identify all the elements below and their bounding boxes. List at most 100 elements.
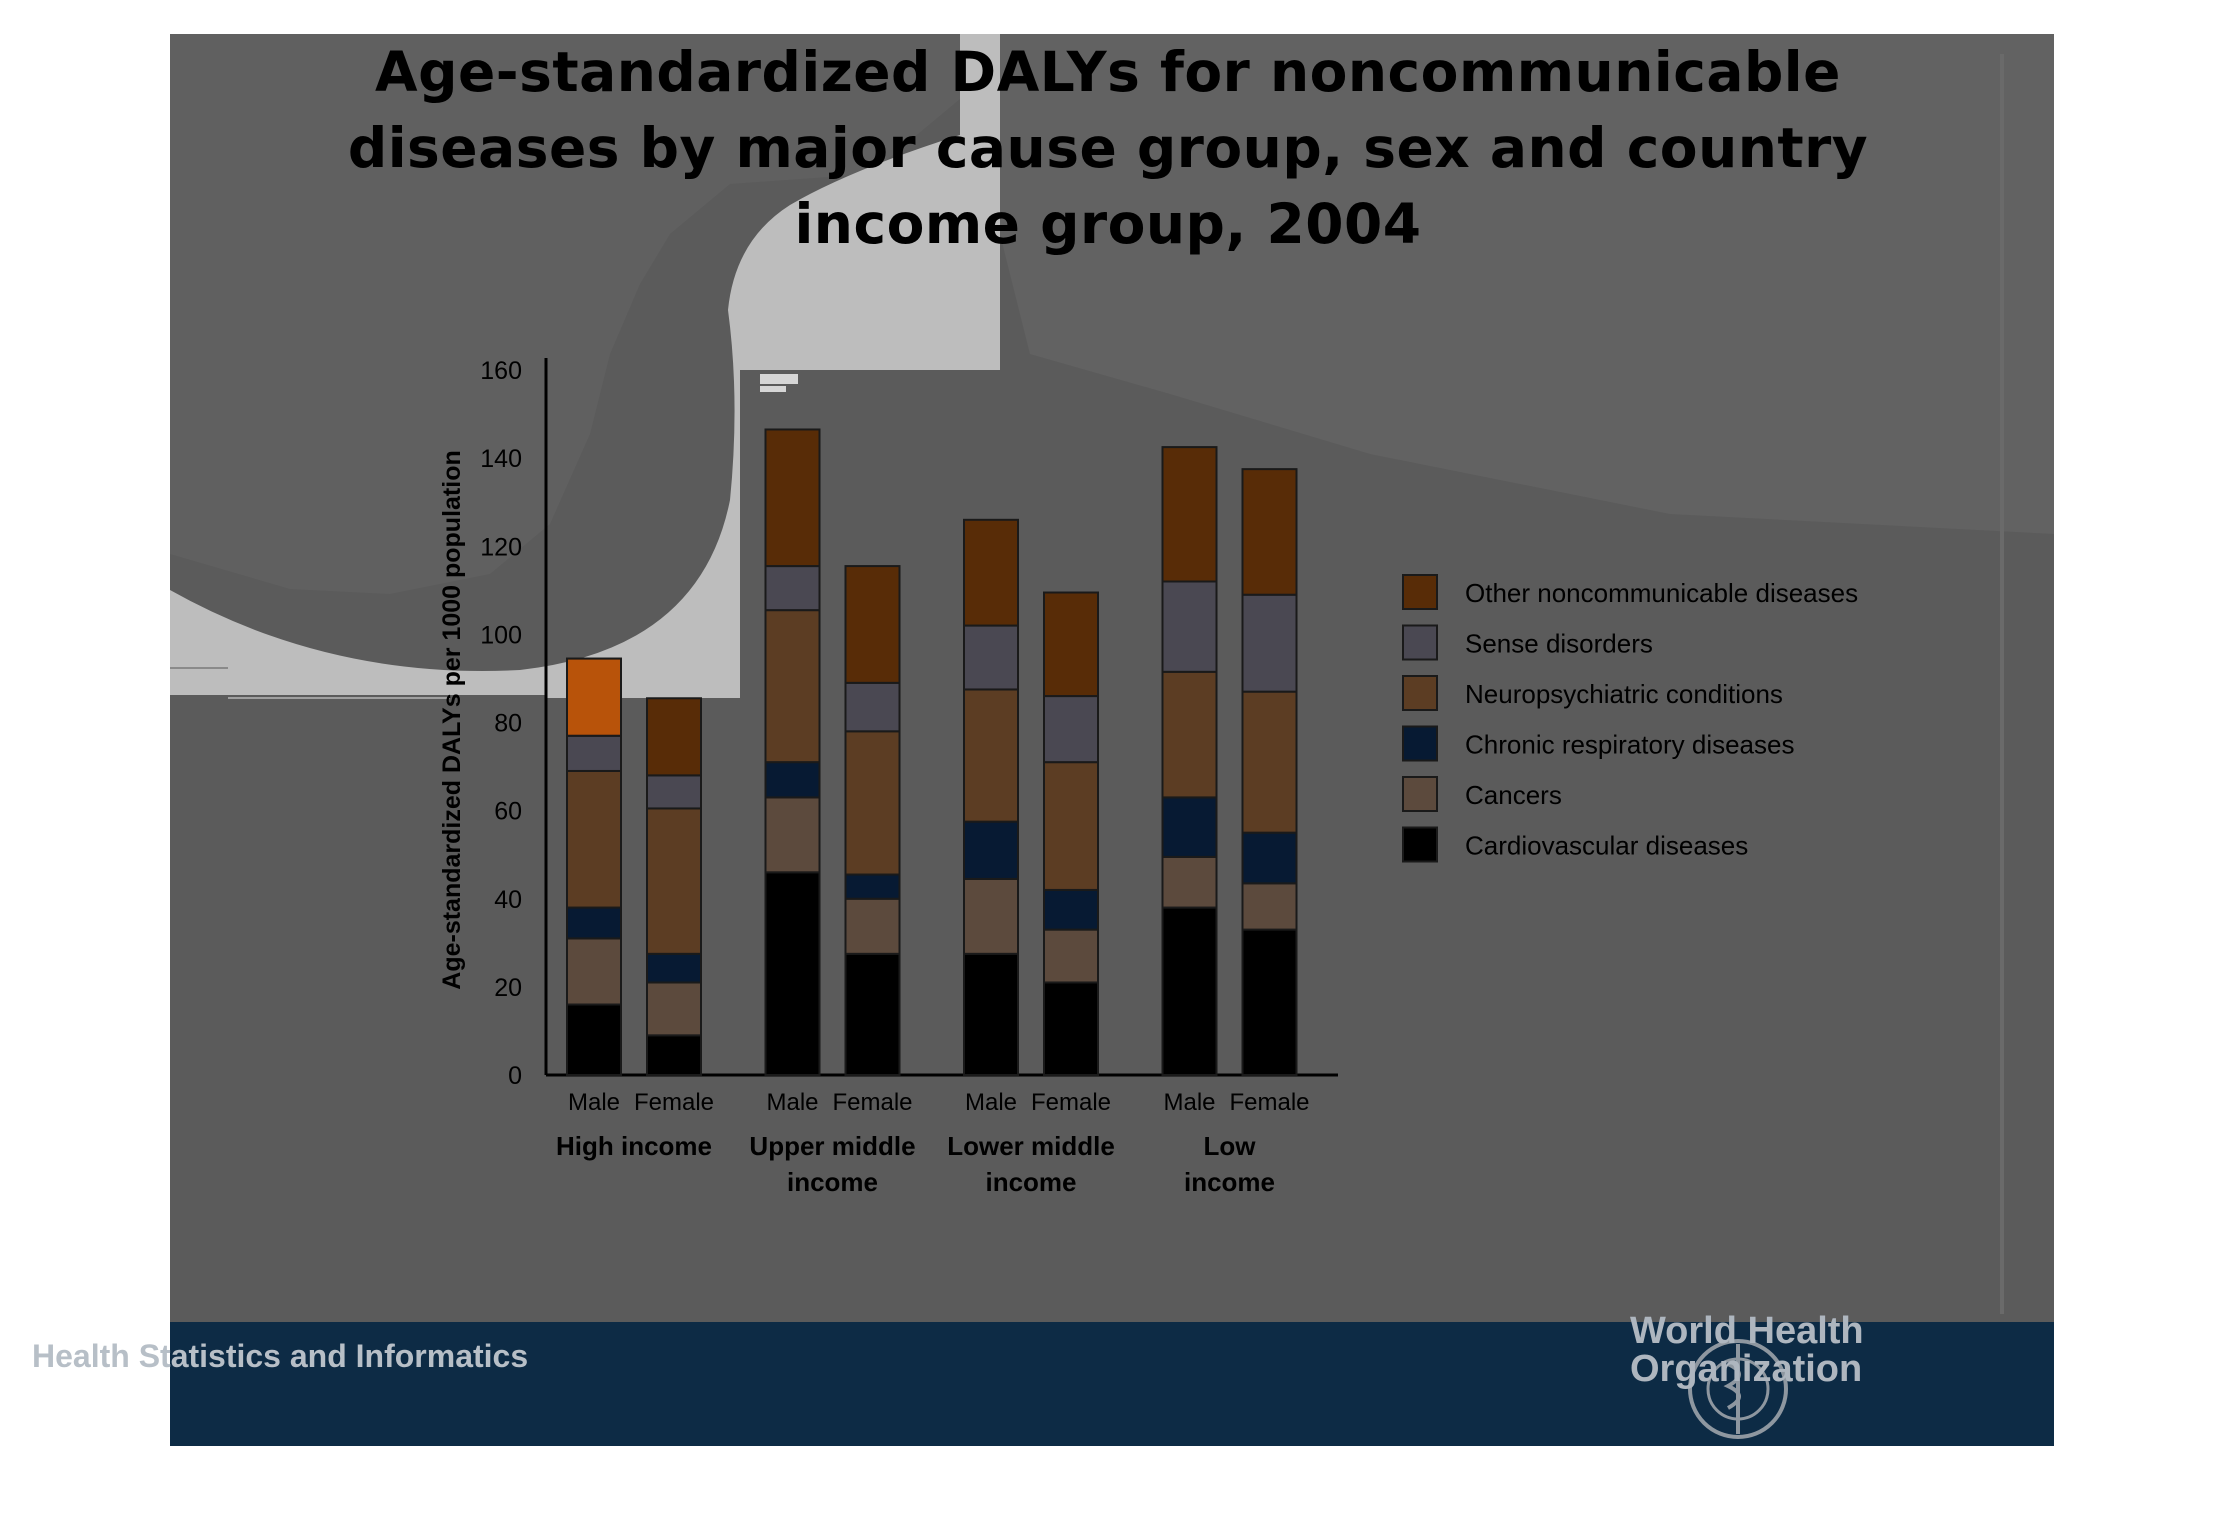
bar-segment bbox=[764, 761, 821, 799]
legend-swatch bbox=[1402, 624, 1438, 661]
bar-segment bbox=[844, 681, 901, 733]
legend-swatch bbox=[1402, 725, 1438, 762]
x-sex-label: Female bbox=[1031, 1089, 1111, 1116]
bar-segment bbox=[963, 518, 1019, 627]
bar-segment bbox=[1161, 796, 1218, 858]
x-sex-label: Male bbox=[766, 1089, 818, 1116]
bar-segment bbox=[646, 1034, 702, 1076]
bar-segment bbox=[1161, 446, 1218, 583]
bar-segment bbox=[764, 609, 821, 764]
bar-segment bbox=[1161, 670, 1218, 799]
x-group-label: income bbox=[985, 1167, 1076, 1197]
who-wordmark-line-1: World Health bbox=[1630, 1310, 1864, 1352]
highlight-tick-mark-2 bbox=[760, 386, 786, 392]
legend-swatch bbox=[1402, 675, 1438, 711]
footer-left-text: Health Statistics and Informatics bbox=[32, 1338, 529, 1374]
x-group-label: Lower middle bbox=[947, 1131, 1115, 1161]
bar-segment bbox=[646, 807, 702, 955]
bar-segment bbox=[1241, 831, 1298, 885]
who-wordmark-line-2: Organization bbox=[1630, 1348, 1863, 1390]
chart-bars bbox=[566, 428, 1298, 1076]
x-sex-label: Male bbox=[1163, 1089, 1215, 1116]
bar-segment bbox=[1161, 855, 1218, 909]
legend-swatch bbox=[1402, 826, 1438, 863]
x-sex-label: Female bbox=[1229, 1089, 1309, 1116]
y-axis-label: Age-standardized DALYs per 1000 populati… bbox=[438, 450, 466, 989]
x-group-label: Low bbox=[1204, 1131, 1257, 1161]
bar-segment bbox=[1043, 888, 1099, 931]
bar-segment bbox=[1043, 928, 1099, 984]
x-sex-label: Male bbox=[568, 1089, 620, 1116]
bar-segment-highlighted bbox=[566, 657, 622, 737]
world-map-watermark bbox=[170, 34, 2054, 1314]
legend-label: Chronic respiratory diseases bbox=[1465, 730, 1794, 760]
bar-segment bbox=[844, 565, 901, 684]
bar-segment bbox=[844, 873, 901, 900]
bar-segment bbox=[844, 730, 901, 876]
bar-segment bbox=[1043, 591, 1099, 698]
page-title: Age-standardized DALYs for noncommunicab… bbox=[0, 34, 2216, 262]
bar-segment bbox=[566, 1003, 622, 1076]
bar-segment bbox=[963, 952, 1019, 1076]
bar-segment bbox=[844, 897, 901, 955]
highlight-tick-mark-1 bbox=[760, 374, 798, 384]
bar-segment bbox=[646, 981, 702, 1037]
y-tick-label: 60 bbox=[494, 798, 522, 826]
x-sex-label: Female bbox=[832, 1089, 912, 1116]
bar-segment bbox=[764, 565, 821, 612]
bar-segment bbox=[764, 796, 821, 874]
bar-segment bbox=[963, 688, 1019, 823]
bar-segment bbox=[1043, 761, 1099, 891]
y-tick-label: 40 bbox=[494, 886, 522, 914]
bar-segment bbox=[1161, 580, 1218, 673]
bar-segment bbox=[566, 906, 622, 940]
y-tick-label: 0 bbox=[508, 1062, 522, 1090]
bar-segment bbox=[963, 624, 1019, 691]
x-group-label: income bbox=[787, 1167, 878, 1197]
bar-segment bbox=[566, 769, 622, 909]
who-wordmark: World Health Organization bbox=[1630, 1312, 1864, 1388]
bar-segment bbox=[646, 697, 702, 777]
bar-segment bbox=[764, 428, 821, 568]
bar-segment bbox=[963, 877, 1019, 955]
bar-segment bbox=[1241, 882, 1298, 931]
x-group-label: Upper middle bbox=[749, 1131, 915, 1161]
bar-segment bbox=[646, 952, 702, 984]
bar-segment bbox=[1043, 695, 1099, 764]
highlight-corner bbox=[960, 34, 1000, 370]
x-sex-label: Male bbox=[965, 1089, 1017, 1116]
x-sex-label: Female bbox=[634, 1089, 714, 1116]
legend-label: Cancers bbox=[1465, 780, 1562, 810]
legend-label: Cardiovascular diseases bbox=[1465, 831, 1748, 861]
legend-swatch bbox=[1402, 574, 1438, 610]
bar-segment bbox=[646, 774, 702, 810]
bar-segment bbox=[1241, 468, 1298, 596]
y-tick-label: 100 bbox=[480, 621, 522, 649]
bar-segment bbox=[963, 820, 1019, 880]
bar-segment bbox=[566, 937, 622, 1006]
bar-segment bbox=[1043, 981, 1099, 1076]
chart-legend: Other noncommunicable diseases Sense diso… bbox=[1402, 574, 1858, 863]
legend-swatch bbox=[1402, 776, 1438, 812]
bar-segment bbox=[1241, 593, 1298, 693]
title-line-1: Age-standardized DALYs for noncommunicab… bbox=[375, 40, 1841, 104]
bar-segment bbox=[566, 734, 622, 772]
bar-segment bbox=[844, 952, 901, 1076]
chart-x-labels: Male Female High income Male Female Upper mid… bbox=[556, 1089, 1310, 1197]
legend-label: Sense disorders bbox=[1465, 629, 1653, 659]
bar-segment bbox=[1161, 906, 1218, 1076]
slide-background bbox=[170, 34, 2054, 1446]
highlight-overlay bbox=[170, 34, 1000, 698]
legend-label: Other noncommunicable diseases bbox=[1465, 578, 1858, 608]
legend-label: Neuropsychiatric conditions bbox=[1465, 679, 1783, 709]
who-emblem-icon bbox=[1688, 1339, 1788, 1439]
x-group-label: income bbox=[1184, 1167, 1275, 1197]
bar-segment bbox=[1241, 928, 1298, 1076]
bar-segment bbox=[1241, 690, 1298, 834]
y-tick-label: 160 bbox=[480, 357, 522, 385]
title-line-3: income group, 2004 bbox=[794, 192, 1422, 256]
y-tick-label: 140 bbox=[480, 445, 522, 473]
title-line-2: diseases by major cause group, sex and c… bbox=[347, 116, 1869, 180]
y-tick-label: 80 bbox=[494, 710, 522, 738]
